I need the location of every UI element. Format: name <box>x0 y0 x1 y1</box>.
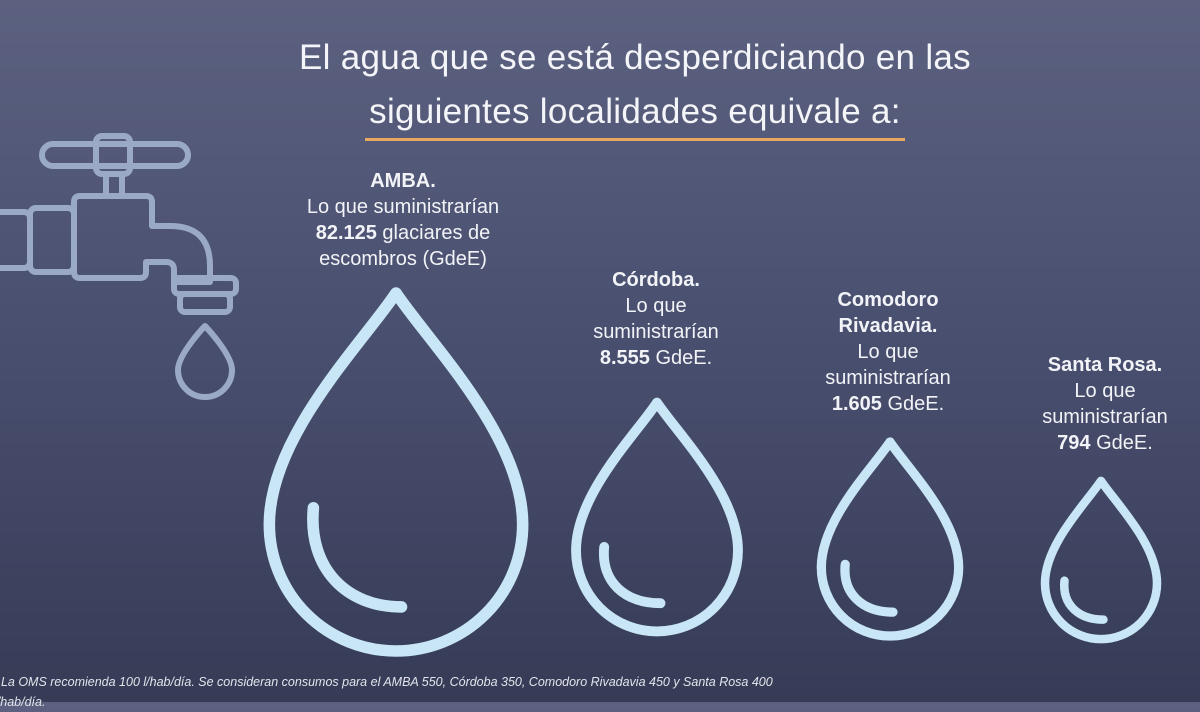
location-label-santa-rosa: Santa Rosa. Lo que suministrarían 794 Gd… <box>1020 352 1190 456</box>
location-label-cordoba: Córdoba. Lo que suministrarían 8.555 Gde… <box>566 267 746 371</box>
location-value: 794 <box>1057 432 1091 454</box>
location-value: 82.125 <box>315 222 377 244</box>
water-drop-icon <box>1040 476 1162 644</box>
footnote-line-2: l/hab/día. <box>0 695 46 709</box>
location-prefix: Lo que suministrarían <box>593 295 719 343</box>
location-suffix: GdeE. <box>1090 432 1153 454</box>
location-value: 8.555 <box>599 347 650 369</box>
page-title-underlined: siguientes localidades equivale a: <box>365 92 905 141</box>
location-prefix: Lo que suministrarían <box>825 341 951 389</box>
location-city: Córdoba. <box>612 269 700 291</box>
location-city: Santa Rosa. <box>1047 354 1163 376</box>
water-drop-icon <box>263 287 529 657</box>
faucet-icon <box>0 133 239 400</box>
location-prefix: Lo que suministrarían <box>1042 380 1168 428</box>
page-title-line-2: siguientes localidades equivale a: <box>0 92 1200 141</box>
location-label-amba: AMBA. Lo que suministrarían 82.125 glaci… <box>268 168 538 272</box>
location-suffix: GdeE. <box>649 347 713 369</box>
footnote: LLa OMS recomienda 100 l/hab/día. Se con… <box>0 672 1200 712</box>
water-drop-icon <box>175 323 235 400</box>
footnote-line-1: LLa OMS recomienda 100 l/hab/día. Se con… <box>0 675 773 689</box>
page-title-line-1: El agua que se está desperdiciando en la… <box>299 38 971 77</box>
water-drop-icon <box>571 397 743 637</box>
location-prefix: Lo que suministrarían <box>306 196 500 218</box>
location-label-comodoro: Comodoro Rivadavia. Lo que suministraría… <box>798 287 978 417</box>
location-city: AMBA. <box>370 170 436 192</box>
water-drop-icon <box>816 437 964 641</box>
location-suffix: glaciares de escombros (GdeE) <box>319 222 491 270</box>
location-city: Comodoro Rivadavia. <box>837 289 939 337</box>
location-suffix: GdeE. <box>881 393 945 415</box>
location-value: 1.605 <box>831 393 882 415</box>
